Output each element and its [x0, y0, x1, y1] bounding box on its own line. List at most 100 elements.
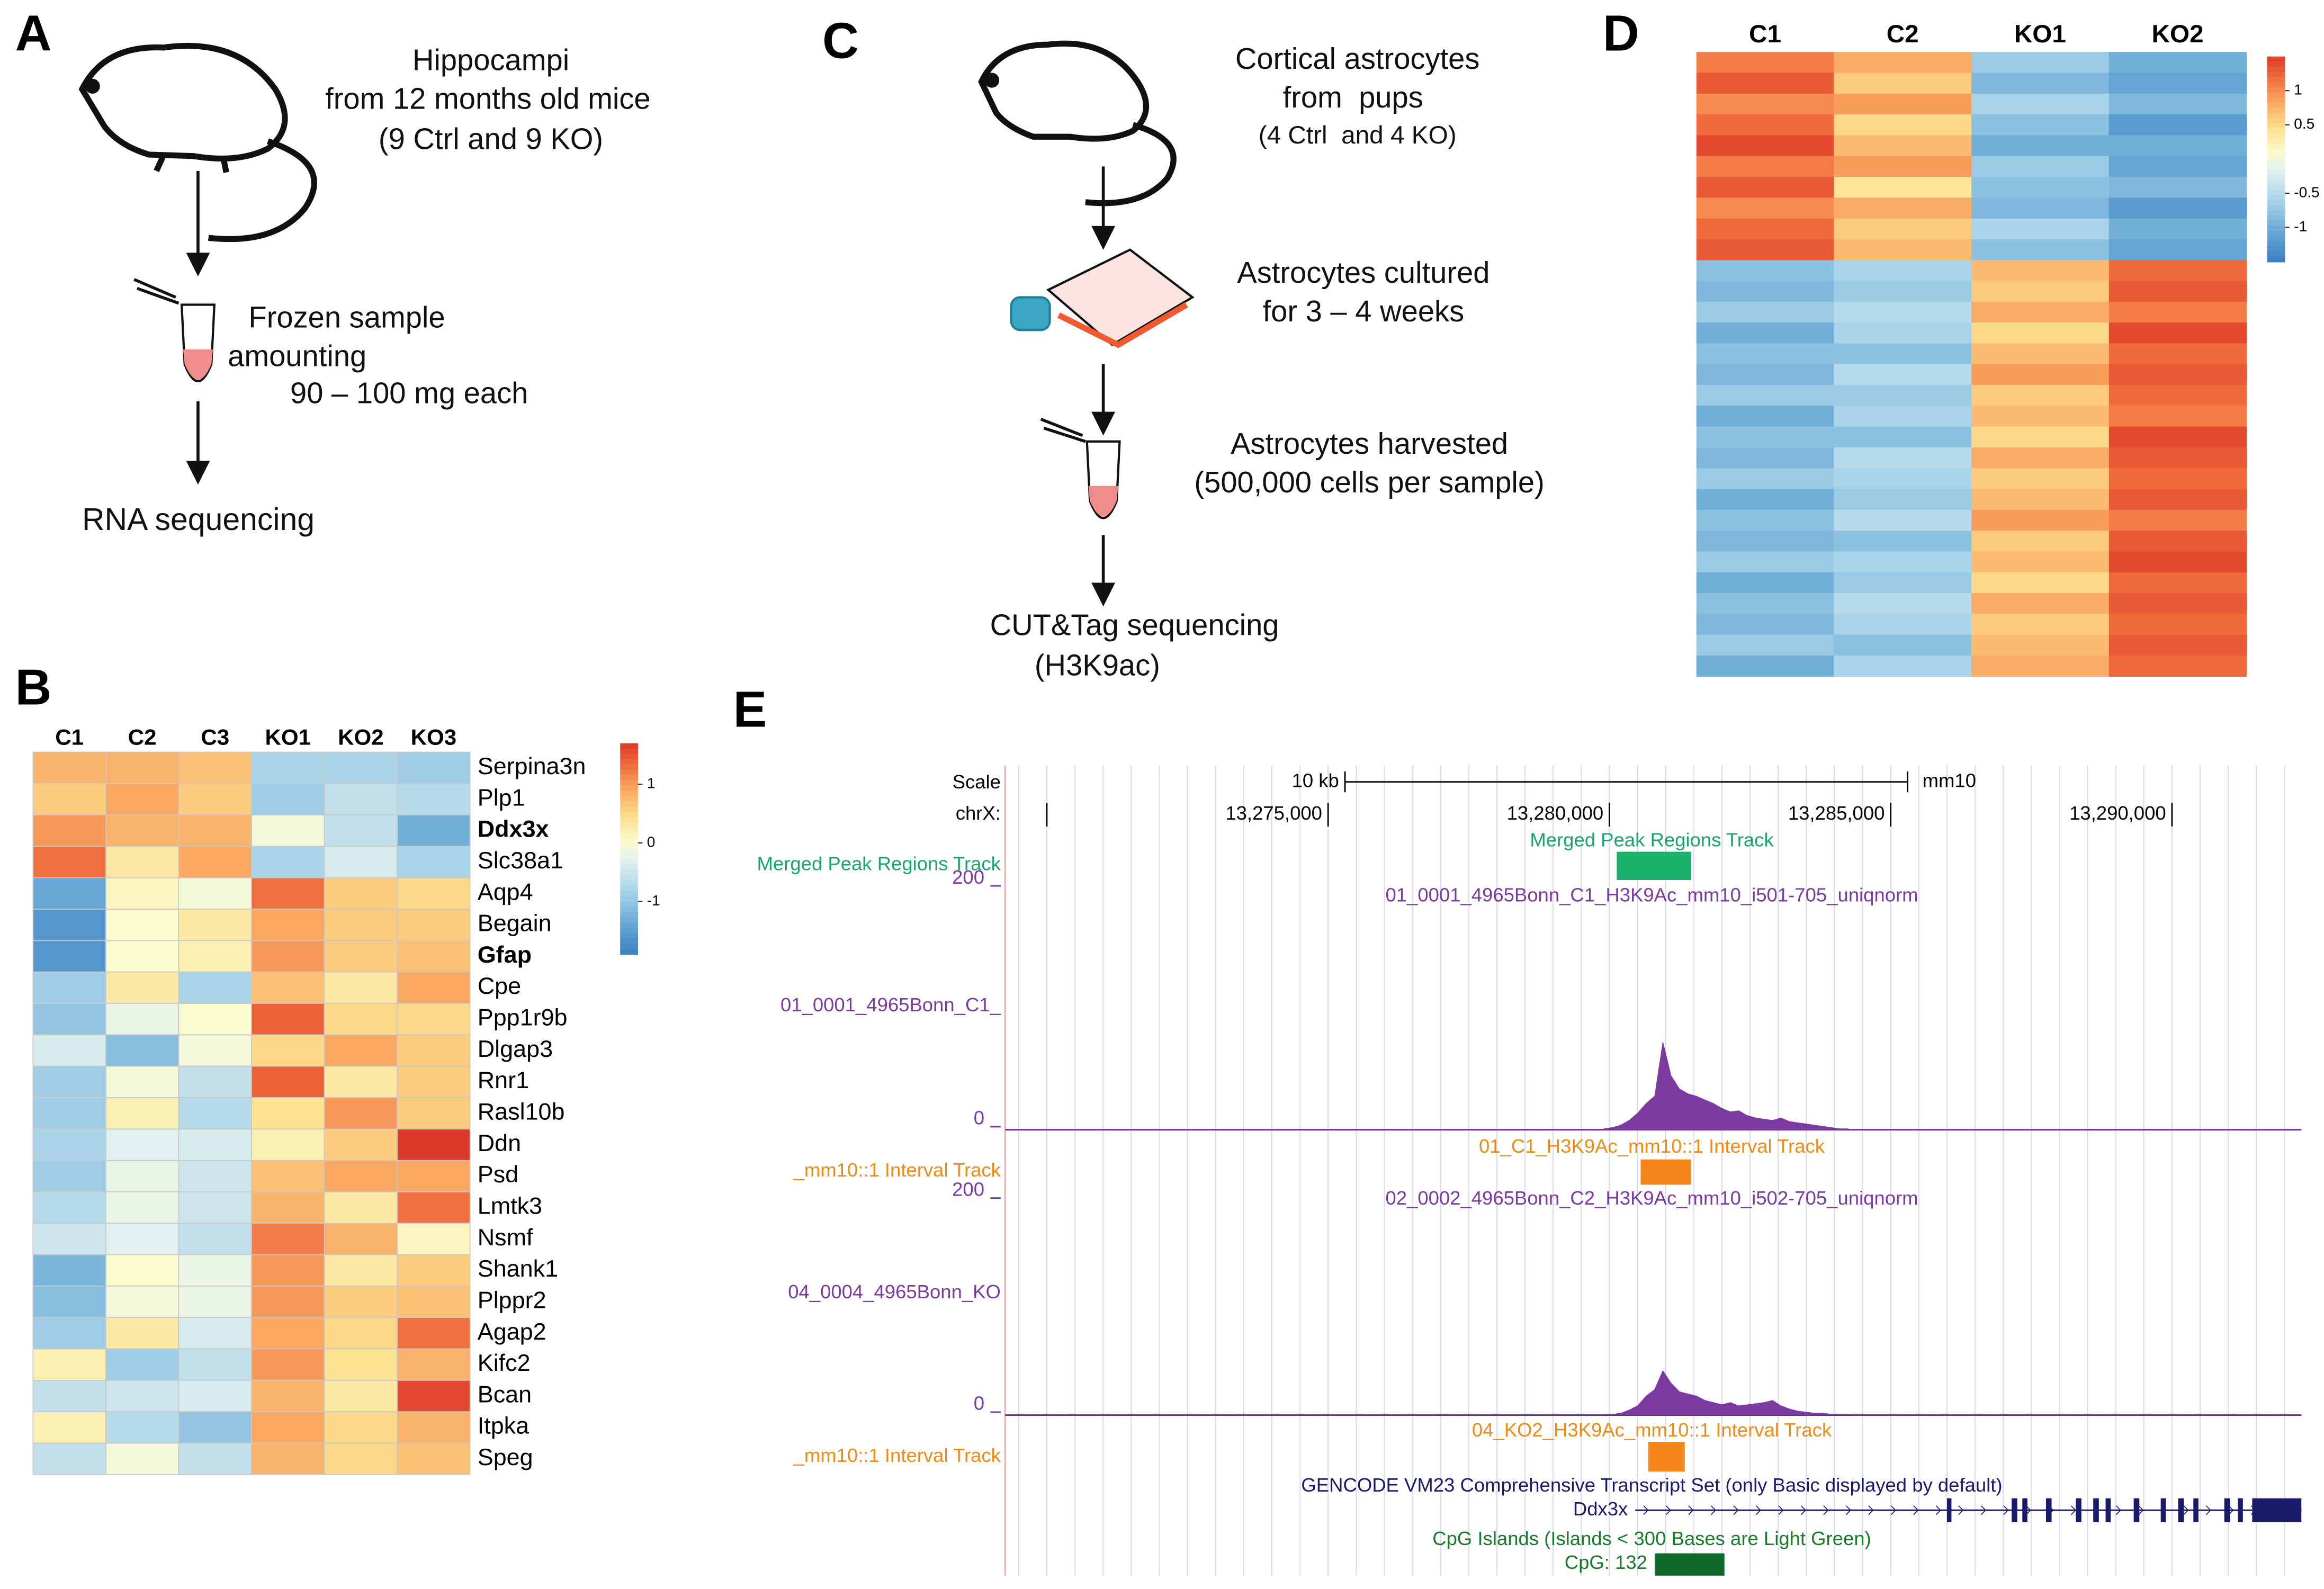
heatmap-cell [1834, 239, 1972, 261]
mouse-icon [978, 40, 1177, 207]
strand-arrow [1935, 1505, 1942, 1515]
panel-letter: C [822, 13, 859, 69]
pipette-icon [1040, 418, 1086, 443]
heatmap-cell [397, 1065, 471, 1098]
exon [1946, 1498, 1952, 1522]
heatmap-cell [397, 1097, 471, 1130]
colorbar-segment [620, 880, 638, 887]
tube-fill [183, 349, 213, 380]
ruler-label: Scale [953, 771, 1001, 793]
scale-bar-label: 10 kb [1292, 769, 1339, 791]
heatmap-cell [1834, 260, 1972, 282]
heatmap-cell [2108, 426, 2247, 448]
heatmap-cell [105, 1380, 180, 1413]
gene-label: Speg [478, 1443, 533, 1470]
heatmap-cell [178, 1411, 252, 1444]
heatmap-cell [178, 1034, 252, 1067]
strand-arrow [1733, 1505, 1739, 1515]
colorbar-segment [2267, 246, 2285, 253]
heatmap-cell [32, 1380, 106, 1413]
heatmap-cell [1971, 406, 2110, 427]
caption: (4 Ctrl and 4 KO) [1259, 121, 1457, 149]
strand-arrow [1845, 1505, 1852, 1515]
heatmap-cell [1696, 322, 1835, 344]
colorbar-segment [620, 875, 638, 882]
column-label: C1 [55, 724, 84, 749]
colorbar-segment [620, 806, 638, 813]
heatmap-cell [32, 1097, 106, 1130]
heatmap-cell [1971, 593, 2110, 615]
strand-arrow [2003, 1505, 2009, 1515]
caption: 90 – 100 mg each [290, 376, 528, 410]
track-side-label: _mm10::1 Interval Track [793, 1444, 1001, 1466]
colorbar-segment [620, 901, 638, 908]
heatmap-cell [1834, 135, 1972, 157]
gene-label: Cpe [478, 972, 521, 999]
heatmap-cell [32, 1411, 106, 1444]
heatmap-cell [178, 909, 252, 941]
gene-label: Ddx3x [478, 815, 549, 842]
heatmap-cell [324, 783, 398, 815]
heatmap-cell [1834, 364, 1972, 385]
colorbar-segment [2267, 154, 2285, 160]
assembly-label: mm10 [1923, 769, 1976, 791]
heatmap-cell [32, 1254, 106, 1287]
colorbar-segment [620, 848, 638, 855]
heatmap-cell [1971, 385, 2110, 407]
exon [2093, 1498, 2099, 1522]
gene-label: Begain [478, 910, 552, 937]
track-title: 04_KO2_H3K9Ac_mm10::1 Interval Track [1472, 1419, 1832, 1441]
heatmap-cell [397, 1128, 471, 1161]
heatmap-cell [251, 1097, 325, 1130]
heatmap-cell [251, 814, 325, 847]
heatmap-cell [1696, 114, 1835, 136]
heatmap-cell [1696, 93, 1835, 115]
heatmap-cell [2108, 531, 2247, 552]
colorbar-segment [620, 812, 638, 818]
heatmap-cell [1696, 260, 1835, 282]
heatmap-cell [105, 1223, 180, 1255]
heatmap-cell [32, 814, 106, 847]
mouse-eye [85, 78, 100, 94]
colorbar-segment [620, 748, 638, 755]
heatmap-cell [1696, 593, 1835, 615]
colorbar-segment [620, 785, 638, 792]
heatmap-cell [397, 1286, 471, 1318]
heatmap-cell [324, 1065, 398, 1098]
heatmap-cell [251, 971, 325, 1004]
colorbar-segment [2267, 97, 2285, 104]
colorbar-segment [620, 859, 638, 866]
heatmap-cell [324, 1191, 398, 1224]
colorbar-segment [2267, 143, 2285, 150]
heatmap-cell [397, 1348, 471, 1381]
colorbar-segment [620, 917, 638, 923]
heatmap-cell [178, 1160, 252, 1192]
caption: Astrocytes cultured [1237, 256, 1489, 289]
gene-label: Plppr2 [478, 1286, 546, 1313]
heatmap-cell [1971, 531, 2110, 552]
colorbar-segment [620, 764, 638, 770]
interval [1648, 1442, 1685, 1472]
heatmap-cell [397, 783, 471, 815]
heatmap-cell [324, 1411, 398, 1444]
heatmap-cell [251, 1380, 325, 1413]
heatmap-cell [1696, 135, 1835, 157]
panel-letter: D [1603, 5, 1639, 61]
heatmap-cell [397, 909, 471, 941]
heatmap-cell [178, 1348, 252, 1381]
caption: from 12 months old mice [325, 82, 651, 115]
strand-arrow [2115, 1505, 2122, 1515]
gene-label: Gfap [478, 941, 532, 968]
heatmap-cell [1971, 447, 2110, 469]
y-tick-label: 200 [952, 1178, 984, 1200]
heatmap-cell [178, 1254, 252, 1287]
heatmap-cell [2108, 197, 2247, 219]
colorbar-segment [2267, 195, 2285, 201]
heatmap-cell [251, 1317, 325, 1350]
colorbar-segment [2267, 164, 2285, 170]
flask-medium [1057, 302, 1188, 348]
heatmap-cell [32, 1286, 106, 1318]
heatmap-cell [2108, 239, 2247, 261]
caption: (500,000 cells per sample) [1194, 465, 1544, 499]
track-title: CpG Islands (Islands < 300 Bases are Lig… [1432, 1528, 1871, 1549]
